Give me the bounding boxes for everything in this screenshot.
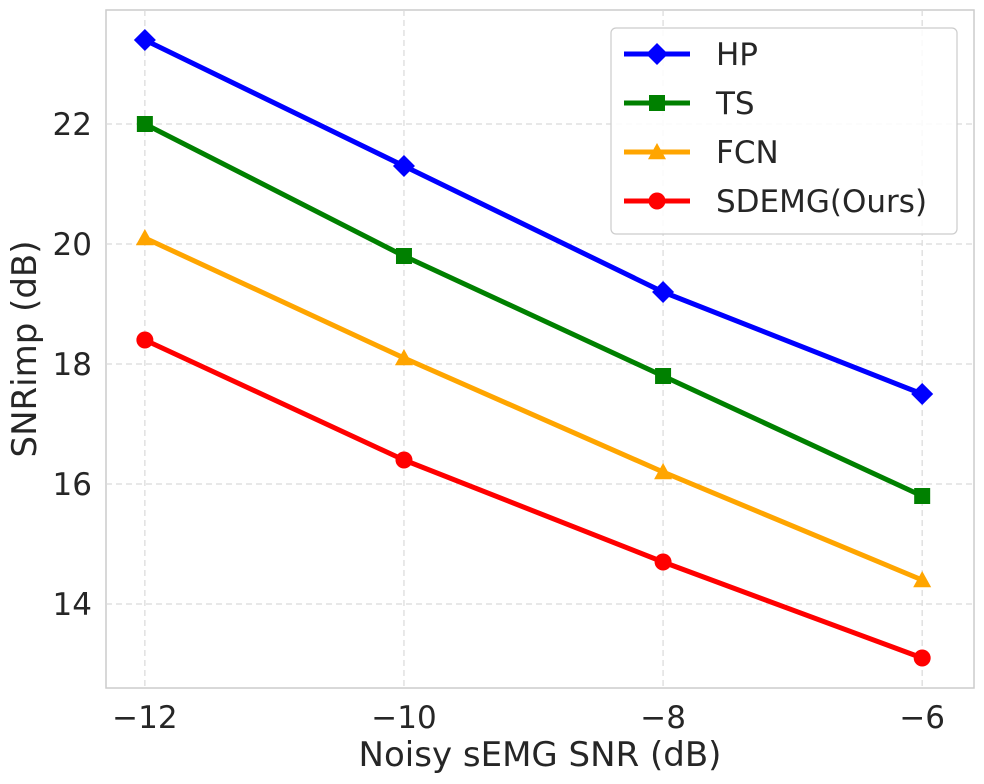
- x-tick-label: −8: [640, 700, 686, 736]
- legend-marker-ts: [649, 95, 665, 111]
- y-tick-label: 22: [53, 107, 92, 143]
- series-ts: [136, 116, 931, 504]
- y-tick-label: 14: [53, 587, 92, 623]
- y-tick-label: 18: [53, 347, 92, 383]
- series-hp: [133, 29, 934, 405]
- data-point-sdemg-ours: [136, 331, 154, 349]
- legend: HP TS FCN SDEMG(Ours): [610, 27, 958, 235]
- legend-label-ts: TS: [715, 86, 755, 122]
- data-point-sdemg-ours: [913, 649, 931, 667]
- series-line-sdemg-ours: [142, 337, 925, 661]
- series-sdemg-ours: [136, 331, 931, 667]
- x-axis-ticks: −12 −10 −8 −6: [112, 700, 945, 736]
- data-point-sdemg-ours: [395, 451, 413, 469]
- data-point-fcn: [654, 463, 673, 480]
- x-tick-label: −12: [112, 700, 177, 736]
- data-point-ts: [914, 488, 931, 504]
- legend-marker-fcn: [648, 143, 666, 160]
- series-line-hp: [142, 37, 925, 397]
- data-point-fcn: [394, 349, 413, 366]
- series-line-fcn: [142, 235, 925, 583]
- x-tick-label: −6: [899, 700, 945, 736]
- x-tick-label: −10: [371, 700, 436, 736]
- series-line-ts: [142, 121, 925, 499]
- series-fcn: [135, 229, 932, 588]
- y-tick-label: 16: [53, 467, 92, 503]
- x-axis-label: Noisy sEMG SNR (dB): [359, 735, 722, 775]
- series-layer: [133, 29, 934, 667]
- legend-box: [610, 27, 958, 235]
- y-tick-label: 20: [53, 227, 92, 263]
- data-point-ts: [655, 368, 672, 384]
- data-point-hp: [392, 155, 415, 177]
- data-point-hp: [133, 29, 156, 51]
- data-point-ts: [136, 116, 153, 132]
- legend-label-hp: HP: [716, 37, 758, 73]
- data-point-sdemg-ours: [654, 553, 672, 571]
- legend-marker-hp: [646, 43, 668, 65]
- legend-marker-sdemg-ours: [648, 192, 666, 210]
- y-axis-label: SNRimp (dB): [5, 240, 45, 457]
- legend-label-sdemg-ours: SDEMG(Ours): [716, 184, 927, 220]
- data-point-hp: [911, 383, 934, 405]
- data-point-fcn: [135, 229, 154, 246]
- y-axis-ticks: 14 16 18 20 22: [53, 107, 92, 623]
- data-point-ts: [395, 248, 412, 264]
- data-point-hp: [652, 281, 675, 303]
- legend-label-fcn: FCN: [716, 135, 779, 171]
- data-point-fcn: [913, 571, 932, 588]
